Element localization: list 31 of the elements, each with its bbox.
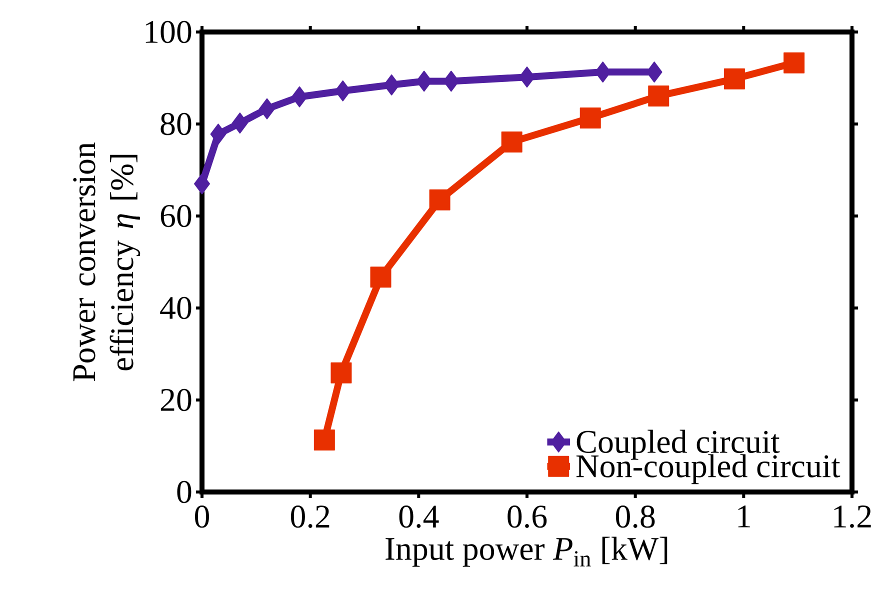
point bbox=[314, 430, 335, 451]
point bbox=[648, 85, 670, 106]
point bbox=[232, 112, 248, 134]
y-tick-label: 80 bbox=[160, 112, 192, 136]
x-tick-label: 0.6 bbox=[508, 506, 547, 528]
point bbox=[210, 124, 226, 145]
x-tick-label: 1 bbox=[738, 506, 750, 528]
x-tick-label: 0.8 bbox=[616, 506, 655, 528]
point bbox=[259, 98, 276, 120]
y-tick-label: 60 bbox=[160, 204, 192, 228]
point bbox=[784, 52, 805, 74]
point bbox=[370, 266, 392, 288]
point bbox=[501, 131, 522, 152]
point bbox=[292, 86, 308, 108]
x-tick-label: 0 bbox=[195, 506, 209, 528]
y-tick-label: 0 bbox=[177, 480, 192, 504]
point bbox=[519, 66, 535, 88]
x-tick-label: 1.2 bbox=[834, 506, 871, 528]
point bbox=[384, 74, 400, 96]
point bbox=[580, 108, 601, 129]
point bbox=[330, 362, 352, 384]
x-tick-label: 0.2 bbox=[290, 506, 330, 528]
y-tick-label: 100 bbox=[146, 20, 192, 44]
point bbox=[429, 189, 450, 210]
x-axis-title: Input power P$_{in}$ [kW] bbox=[386, 536, 668, 567]
point bbox=[194, 173, 210, 194]
point bbox=[724, 68, 745, 90]
y-tick-label: 40 bbox=[160, 296, 192, 320]
x-tick-label: 0.4 bbox=[399, 506, 439, 528]
y-tick-label: 20 bbox=[160, 388, 192, 412]
point bbox=[334, 80, 351, 102]
